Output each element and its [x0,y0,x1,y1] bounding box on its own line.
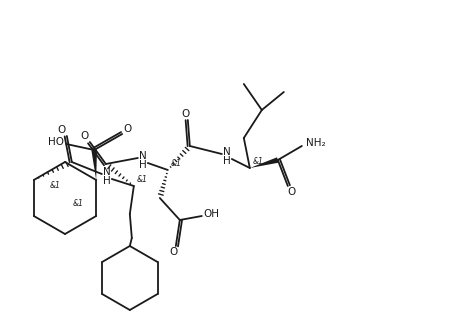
Text: N: N [103,167,111,177]
Text: &1: &1 [170,159,181,167]
Text: &1: &1 [252,156,263,166]
Text: O: O [58,125,66,135]
Text: H: H [139,160,147,170]
Text: &1: &1 [49,181,60,191]
Text: H: H [103,176,111,186]
Text: H: H [223,156,231,166]
Text: O: O [170,247,178,257]
Text: &1: &1 [73,198,84,208]
Text: O: O [81,131,89,141]
Text: NH₂: NH₂ [306,138,326,148]
Text: OH: OH [204,209,220,219]
Text: O: O [288,187,296,197]
Text: O: O [123,124,131,134]
Polygon shape [250,157,279,168]
Text: N: N [223,147,231,157]
Text: N: N [139,151,147,161]
Text: HO: HO [48,137,64,147]
Polygon shape [91,150,97,180]
Text: O: O [182,109,190,119]
Text: &1: &1 [136,174,147,184]
